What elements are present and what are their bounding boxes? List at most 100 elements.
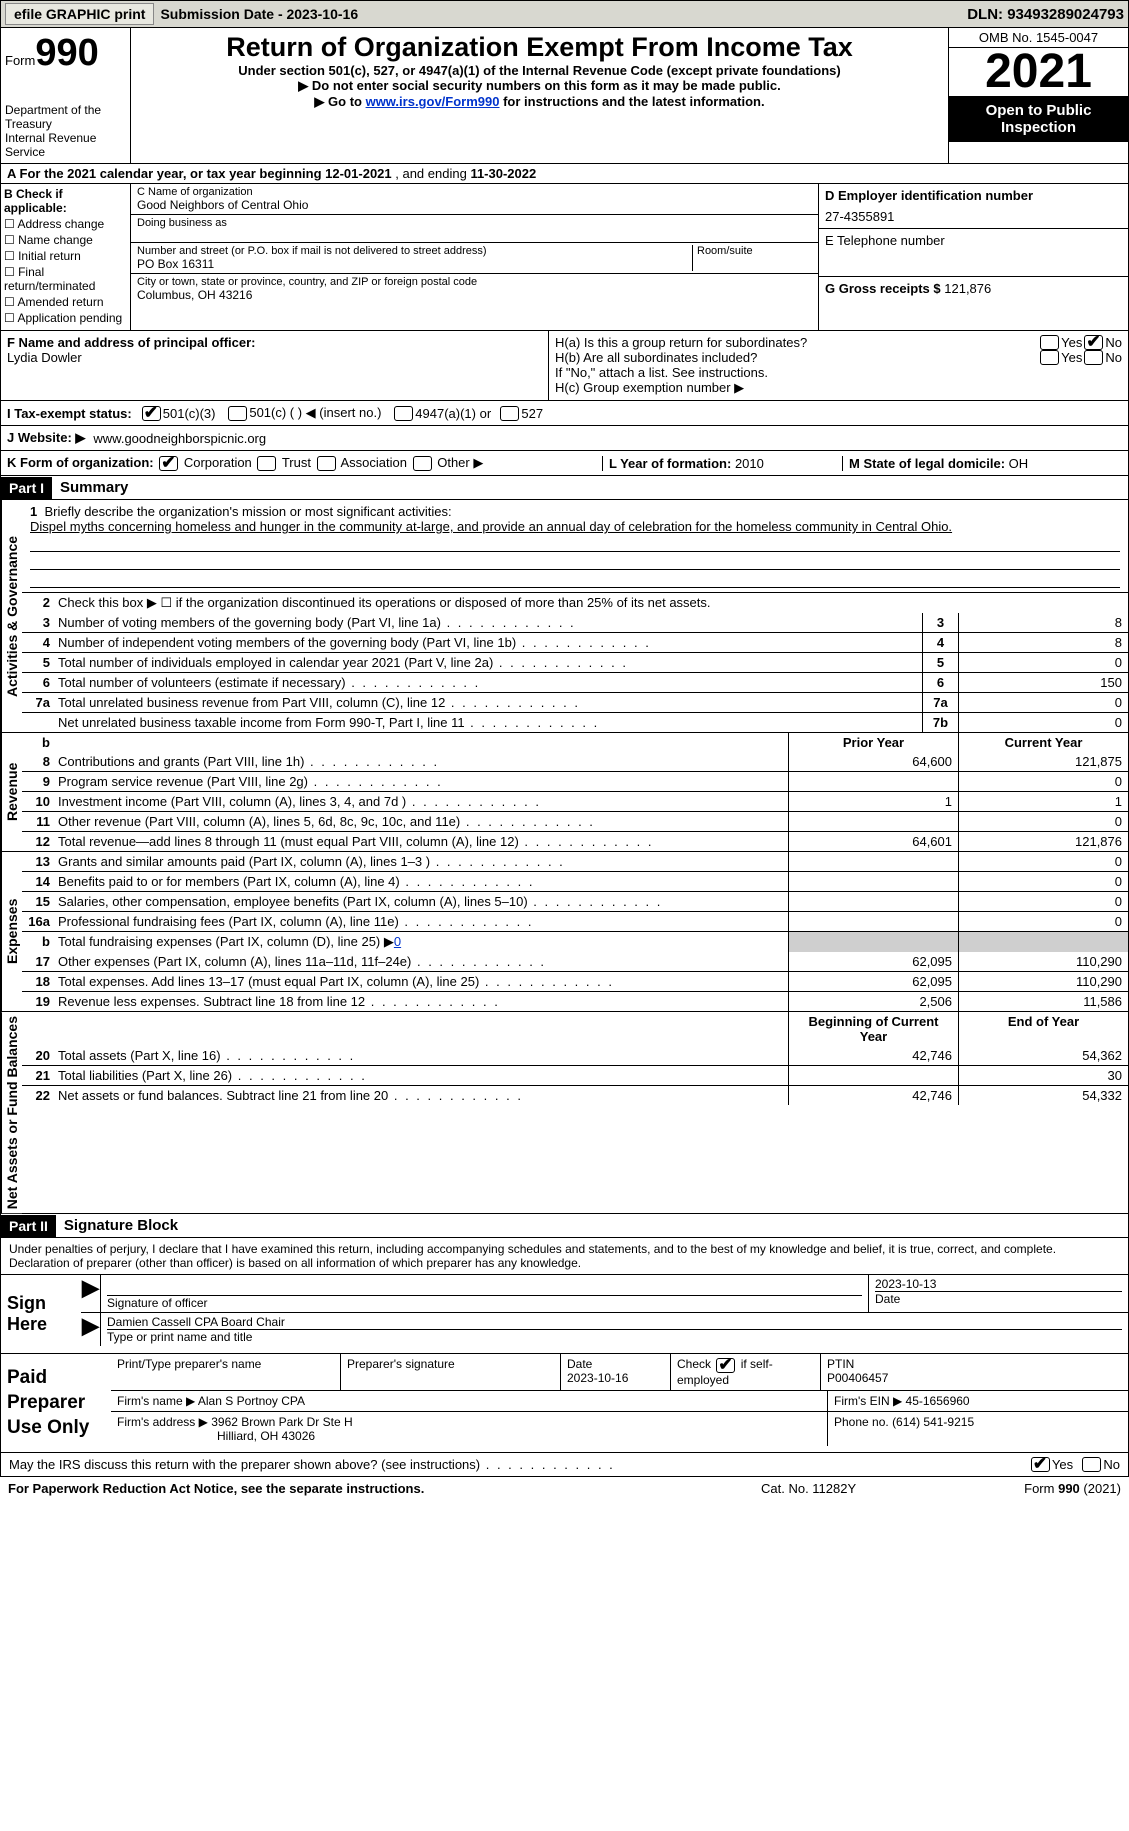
chk-4947[interactable] xyxy=(394,406,413,421)
chk-application-pending[interactable]: ☐ Application pending xyxy=(4,311,127,325)
summary-line: 12Total revenue—add lines 8 through 11 (… xyxy=(22,831,1128,851)
goto-suffix: for instructions and the latest informat… xyxy=(499,94,764,109)
summary-line: 4Number of independent voting members of… xyxy=(22,632,1128,652)
city-value: Columbus, OH 43216 xyxy=(137,288,812,302)
section-activities-governance: Activities & Governance 1 Briefly descri… xyxy=(0,500,1129,733)
chk-association[interactable] xyxy=(317,456,336,471)
phone-label: E Telephone number xyxy=(825,233,945,248)
summary-line: 10Investment income (Part VIII, column (… xyxy=(22,791,1128,811)
chk-527[interactable] xyxy=(500,406,519,421)
chk-name-change[interactable]: ☐ Name change xyxy=(4,233,127,247)
irs-label: Internal Revenue Service xyxy=(5,131,126,159)
discuss-with-preparer: May the IRS discuss this return with the… xyxy=(0,1453,1129,1477)
signature-date: 2023-10-13 xyxy=(875,1277,1122,1291)
summary-line: 19Revenue less expenses. Subtract line 1… xyxy=(22,991,1128,1011)
summary-line: 11Other revenue (Part VIII, column (A), … xyxy=(22,811,1128,831)
website-value: www.goodneighborspicnic.org xyxy=(93,431,266,446)
chk-501c[interactable] xyxy=(228,406,247,421)
dln-label: DLN: 93493289024793 xyxy=(967,6,1124,23)
vtab-net-assets: Net Assets or Fund Balances xyxy=(1,1012,22,1213)
row-j-website: J Website: ▶ www.goodneighborspicnic.org xyxy=(0,426,1129,451)
line2-text: Check this box ▶ ☐ if the organization d… xyxy=(54,593,1128,613)
vtab-expenses: Expenses xyxy=(1,852,22,1011)
principal-officer-label: F Name and address of principal officer: xyxy=(7,335,256,350)
arrow-icon: ▶ xyxy=(81,1313,101,1346)
form-header: Form990 Department of the Treasury Inter… xyxy=(0,28,1129,164)
signature-officer-label: Signature of officer xyxy=(107,1295,862,1310)
summary-line: 16aProfessional fundraising fees (Part I… xyxy=(22,911,1128,931)
hdr-current-year: Current Year xyxy=(958,733,1128,752)
chk-other[interactable] xyxy=(413,456,432,471)
chk-501c3[interactable] xyxy=(142,406,161,421)
chk-final-return[interactable]: ☐ Final return/terminated xyxy=(4,265,127,293)
date-label: Date xyxy=(875,1291,1122,1306)
org-name: Good Neighbors of Central Ohio xyxy=(137,198,812,212)
org-name-label: C Name of organization xyxy=(137,186,812,198)
treasury-dept: Department of the Treasury xyxy=(5,103,126,131)
hb-label: H(b) Are all subordinates included? xyxy=(555,350,1038,365)
paid-preparer-block: Paid Preparer Use Only Print/Type prepar… xyxy=(0,1354,1129,1453)
summary-line: 6Total number of volunteers (estimate if… xyxy=(22,672,1128,692)
part-ii-tag: Part II xyxy=(1,1215,56,1237)
summary-line: 20Total assets (Part X, line 16)42,74654… xyxy=(22,1046,1128,1065)
year-formation: 2010 xyxy=(735,456,764,471)
block-bcd: B Check if applicable: ☐ Address change … xyxy=(0,184,1129,331)
hc-label: H(c) Group exemption number ▶ xyxy=(555,380,1122,396)
irs-form990-link[interactable]: www.irs.gov/Form990 xyxy=(366,94,500,109)
section-a-tax-year: A For the 2021 calendar year, or tax yea… xyxy=(0,164,1129,184)
summary-line: 17Other expenses (Part IX, column (A), l… xyxy=(22,952,1128,971)
paid-preparer-label: Paid Preparer Use Only xyxy=(1,1354,111,1452)
pra-notice: For Paperwork Reduction Act Notice, see … xyxy=(8,1481,761,1496)
street-label: Number and street (or P.O. box if mail i… xyxy=(137,245,692,257)
part-i-tag: Part I xyxy=(1,477,52,499)
page-footer: For Paperwork Reduction Act Notice, see … xyxy=(0,1477,1129,1500)
hb-yes-checkbox[interactable] xyxy=(1040,350,1059,365)
legal-domicile: OH xyxy=(1009,456,1029,471)
preparer-date: 2023-10-16 xyxy=(567,1371,628,1385)
form-title: Return of Organization Exempt From Incom… xyxy=(139,32,940,63)
column-c-org-info: C Name of organization Good Neighbors of… xyxy=(131,184,818,330)
ein-value: 27-4355891 xyxy=(825,209,1122,224)
line1-label: Briefly describe the organization's miss… xyxy=(44,504,451,519)
ha-no-checkbox[interactable] xyxy=(1084,335,1103,350)
room-suite-label: Room/suite xyxy=(697,245,812,257)
chk-address-change[interactable]: ☐ Address change xyxy=(4,217,127,231)
dba-label: Doing business as xyxy=(137,217,812,229)
column-d-ein: D Employer identification number 27-4355… xyxy=(818,184,1128,330)
hdr-prior-year: Prior Year xyxy=(788,733,958,752)
mission-text: Dispel myths concerning homeless and hun… xyxy=(30,519,1120,534)
hb-no-checkbox[interactable] xyxy=(1084,350,1103,365)
firm-name: Alan S Portnoy CPA xyxy=(198,1394,305,1408)
discuss-yes-checkbox[interactable] xyxy=(1031,1457,1050,1472)
summary-line: 13Grants and similar amounts paid (Part … xyxy=(22,852,1128,871)
top-bar: efile GRAPHIC print Submission Date - 20… xyxy=(0,0,1129,28)
chk-trust[interactable] xyxy=(257,456,276,471)
efile-print-button[interactable]: efile GRAPHIC print xyxy=(5,3,154,25)
firm-phone: (614) 541-9215 xyxy=(892,1415,974,1429)
summary-line: 3Number of voting members of the governi… xyxy=(22,613,1128,632)
summary-line: Net unrelated business taxable income fr… xyxy=(22,712,1128,732)
row-k-form-org: K Form of organization: Corporation Trus… xyxy=(0,451,1129,476)
principal-officer-name: Lydia Dowler xyxy=(7,350,542,365)
firm-ein: 45-1656960 xyxy=(906,1394,970,1408)
submission-date-label: Submission Date - 2023-10-16 xyxy=(160,6,358,22)
hdr-end-year: End of Year xyxy=(958,1012,1128,1046)
tax-year: 2021 xyxy=(949,48,1128,96)
section-revenue: Revenue b Prior Year Current Year 8Contr… xyxy=(0,733,1129,852)
gross-receipts-label: G Gross receipts $ xyxy=(825,281,941,296)
discuss-no-checkbox[interactable] xyxy=(1082,1457,1101,1472)
catalog-number: Cat. No. 11282Y xyxy=(761,1481,961,1496)
form-note-ssn: ▶ Do not enter social security numbers o… xyxy=(139,78,940,94)
form-number: 990 xyxy=(35,32,98,74)
form-word: Form xyxy=(5,53,35,68)
ha-yes-checkbox[interactable] xyxy=(1040,335,1059,350)
summary-line: 8Contributions and grants (Part VIII, li… xyxy=(22,752,1128,771)
summary-line: 7aTotal unrelated business revenue from … xyxy=(22,692,1128,712)
chk-initial-return[interactable]: ☐ Initial return xyxy=(4,249,127,263)
chk-corporation[interactable] xyxy=(159,456,178,471)
firm-address-1: 3962 Brown Park Dr Ste H xyxy=(211,1415,352,1429)
self-employed-check[interactable]: Check if self-employed xyxy=(671,1354,821,1389)
chk-amended-return[interactable]: ☐ Amended return xyxy=(4,295,127,309)
summary-line: 14Benefits paid to or for members (Part … xyxy=(22,871,1128,891)
summary-line: 18Total expenses. Add lines 13–17 (must … xyxy=(22,971,1128,991)
